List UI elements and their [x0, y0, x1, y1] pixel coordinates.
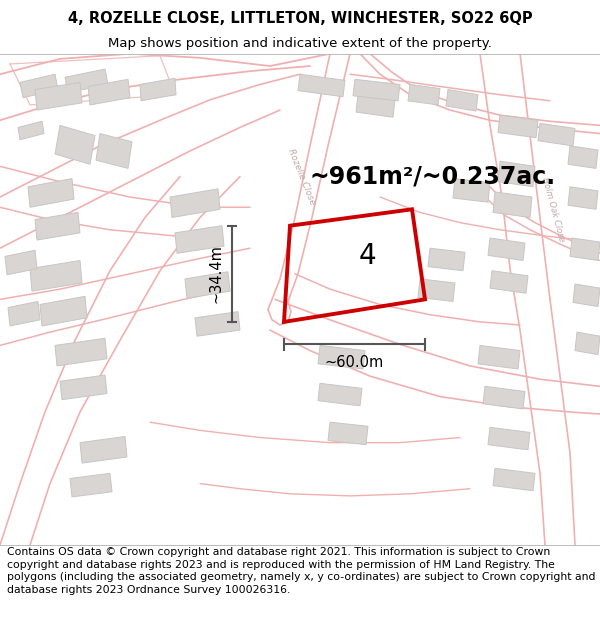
Text: 4, ROZELLE CLOSE, LITTLETON, WINCHESTER, SO22 6QP: 4, ROZELLE CLOSE, LITTLETON, WINCHESTER,… — [68, 11, 532, 26]
Polygon shape — [453, 179, 490, 202]
Polygon shape — [298, 74, 345, 97]
Polygon shape — [356, 94, 395, 118]
Polygon shape — [568, 187, 598, 209]
Polygon shape — [493, 192, 532, 218]
Polygon shape — [490, 271, 528, 293]
Text: ~60.0m: ~60.0m — [325, 356, 384, 371]
Polygon shape — [96, 134, 132, 168]
Polygon shape — [80, 436, 127, 463]
Polygon shape — [483, 386, 525, 409]
Polygon shape — [88, 79, 130, 105]
Text: 4: 4 — [359, 242, 377, 270]
Polygon shape — [493, 468, 535, 491]
Polygon shape — [175, 226, 224, 253]
Polygon shape — [35, 213, 80, 240]
Polygon shape — [195, 312, 240, 336]
Polygon shape — [18, 121, 44, 140]
Polygon shape — [498, 161, 535, 187]
Polygon shape — [28, 179, 74, 208]
Polygon shape — [353, 79, 400, 101]
Polygon shape — [488, 238, 525, 261]
Polygon shape — [185, 272, 230, 298]
Polygon shape — [40, 296, 87, 326]
Polygon shape — [60, 375, 107, 399]
Polygon shape — [446, 89, 478, 111]
Polygon shape — [35, 82, 82, 110]
Polygon shape — [538, 123, 575, 146]
Polygon shape — [70, 473, 112, 497]
Text: ~961m²/~0.237ac.: ~961m²/~0.237ac. — [310, 164, 556, 189]
Polygon shape — [488, 428, 530, 450]
Text: Rozelle Close: Rozelle Close — [287, 147, 317, 206]
Polygon shape — [20, 74, 58, 98]
Polygon shape — [573, 284, 600, 306]
Polygon shape — [418, 279, 455, 301]
Polygon shape — [318, 346, 365, 369]
Polygon shape — [570, 238, 600, 261]
Polygon shape — [55, 126, 95, 164]
Text: Contains OS data © Crown copyright and database right 2021. This information is : Contains OS data © Crown copyright and d… — [7, 548, 596, 594]
Polygon shape — [8, 301, 40, 326]
Polygon shape — [30, 261, 82, 291]
Polygon shape — [328, 422, 368, 445]
Text: Holm Oak Close: Holm Oak Close — [540, 176, 566, 242]
Polygon shape — [498, 115, 538, 138]
Polygon shape — [478, 346, 520, 369]
Polygon shape — [568, 146, 598, 168]
Polygon shape — [575, 332, 600, 354]
Polygon shape — [318, 383, 362, 406]
Polygon shape — [5, 250, 37, 275]
Polygon shape — [55, 338, 107, 366]
Polygon shape — [408, 84, 440, 105]
Polygon shape — [140, 78, 176, 101]
Polygon shape — [65, 69, 108, 92]
Text: Map shows position and indicative extent of the property.: Map shows position and indicative extent… — [108, 36, 492, 49]
Text: ~34.4m: ~34.4m — [209, 244, 223, 303]
Polygon shape — [428, 248, 465, 271]
Polygon shape — [170, 189, 220, 218]
